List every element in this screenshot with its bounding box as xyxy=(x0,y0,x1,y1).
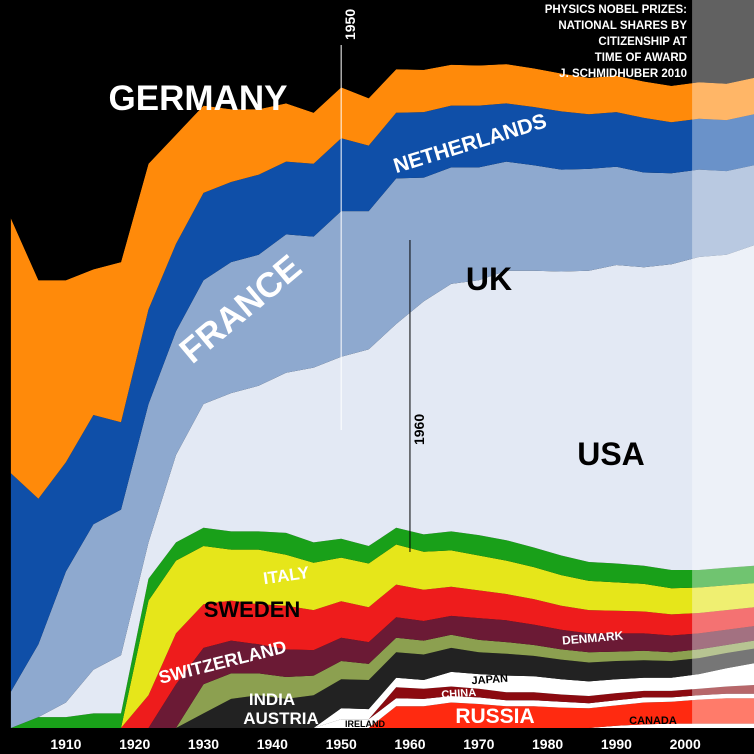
x-tick-1940: 1940 xyxy=(257,736,288,752)
title-line-1: PHYSICS NOBEL PRIZES: xyxy=(545,4,687,16)
area-france xyxy=(10,103,754,692)
x-tick-2000: 2000 xyxy=(670,736,701,752)
x-tick-1980: 1980 xyxy=(532,736,563,752)
x-tick-1970: 1970 xyxy=(463,736,494,752)
area-china xyxy=(10,685,754,728)
title-line-4: TIME OF AWARD xyxy=(595,52,687,64)
projection-shade xyxy=(692,0,754,728)
x-tick-1910: 1910 xyxy=(50,736,81,752)
area-russia xyxy=(10,698,754,728)
marker-label-1950: 1950 xyxy=(342,9,358,40)
area-netherlands xyxy=(10,64,754,499)
area-usa xyxy=(10,245,754,729)
label-india: INDIA xyxy=(249,690,295,709)
chart-title: PHYSICS NOBEL PRIZES: NATIONAL SHARES BY… xyxy=(545,4,688,80)
label-uk: UK xyxy=(466,261,512,297)
label-sweden: SWEDEN xyxy=(204,597,301,622)
area-uk xyxy=(10,161,754,729)
area-denmark xyxy=(10,615,754,728)
area-sweden xyxy=(10,544,754,728)
x-tick-1960: 1960 xyxy=(394,736,425,752)
label-russia: RUSSIA xyxy=(455,705,534,728)
label-ireland: IRELAND xyxy=(345,719,385,729)
area-austria xyxy=(10,647,754,728)
area-india xyxy=(10,634,754,728)
label-japan: JAPAN xyxy=(471,673,508,688)
x-axis: 1910 1920 1930 1940 1950 1960 1970 1980 1990 2000 xyxy=(0,728,754,754)
area-canada xyxy=(10,723,754,728)
marker-label-1960: 1960 xyxy=(411,414,427,445)
label-china: CHINA xyxy=(441,687,477,701)
label-austria: AUSTRIA xyxy=(243,709,319,728)
series-areas xyxy=(10,0,754,729)
label-denmark: DENMARK xyxy=(561,628,624,647)
title-line-2: NATIONAL SHARES BY xyxy=(558,20,687,32)
x-tick-1930: 1930 xyxy=(188,736,219,752)
x-tick-1990: 1990 xyxy=(601,736,632,752)
area-switzerland xyxy=(10,584,754,728)
area-germany xyxy=(10,0,754,281)
x-tick-1920: 1920 xyxy=(119,736,150,752)
x-tick-1950: 1950 xyxy=(326,736,357,752)
label-usa: USA xyxy=(577,436,645,472)
area-ireland xyxy=(10,693,754,728)
area-japan xyxy=(10,663,754,728)
x-axis-band xyxy=(0,728,754,754)
title-line-5: J. SCHMIDHUBER 2010 xyxy=(559,68,687,80)
label-germany: GERMANY xyxy=(109,79,288,118)
title-line-3: CITIZENSHIP AT xyxy=(598,36,687,48)
label-canada: CANADA xyxy=(629,715,677,727)
year-markers: 1950 1960 xyxy=(340,9,427,552)
